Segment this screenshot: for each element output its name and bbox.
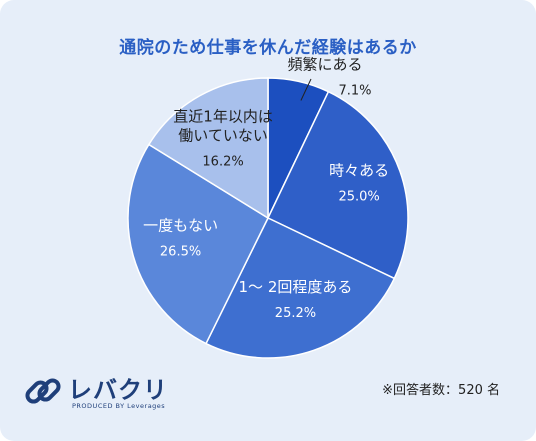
pie-slice (147, 77, 269, 220)
chart-title: 通院のため仕事を休んだ経験はあるか (119, 38, 417, 58)
logo-tagline: PRODUCED BY Leverages (72, 402, 166, 410)
slice-value-label: 16.2% (202, 155, 243, 170)
leader-line (300, 78, 312, 101)
slice-label: 時々ある (329, 162, 389, 180)
pie-slice (127, 143, 269, 345)
slice-label: 働いていない (178, 127, 268, 145)
slice-label: 頻繁にある (287, 56, 362, 74)
slice-value-label: 25.2% (275, 306, 316, 321)
slice-value-label: 26.5% (160, 244, 201, 259)
respondent-count-note: ※回答者数：520 名 (382, 383, 500, 398)
slice-label: 一度もない (143, 216, 218, 234)
slice-label: 1～ 2回程度ある (239, 278, 353, 296)
slice-label: 直近1年以内は (173, 108, 273, 126)
slice-value-label: 7.1% (338, 84, 371, 99)
logo-wordmark: レバクリ (68, 376, 168, 404)
pie-slice (205, 217, 396, 359)
slice-value-label: 25.0% (338, 190, 379, 205)
chain-link-icon (25, 378, 61, 404)
pie-slice (266, 90, 409, 280)
brand-logo: レバクリ PRODUCED BY Leverages (22, 370, 182, 420)
